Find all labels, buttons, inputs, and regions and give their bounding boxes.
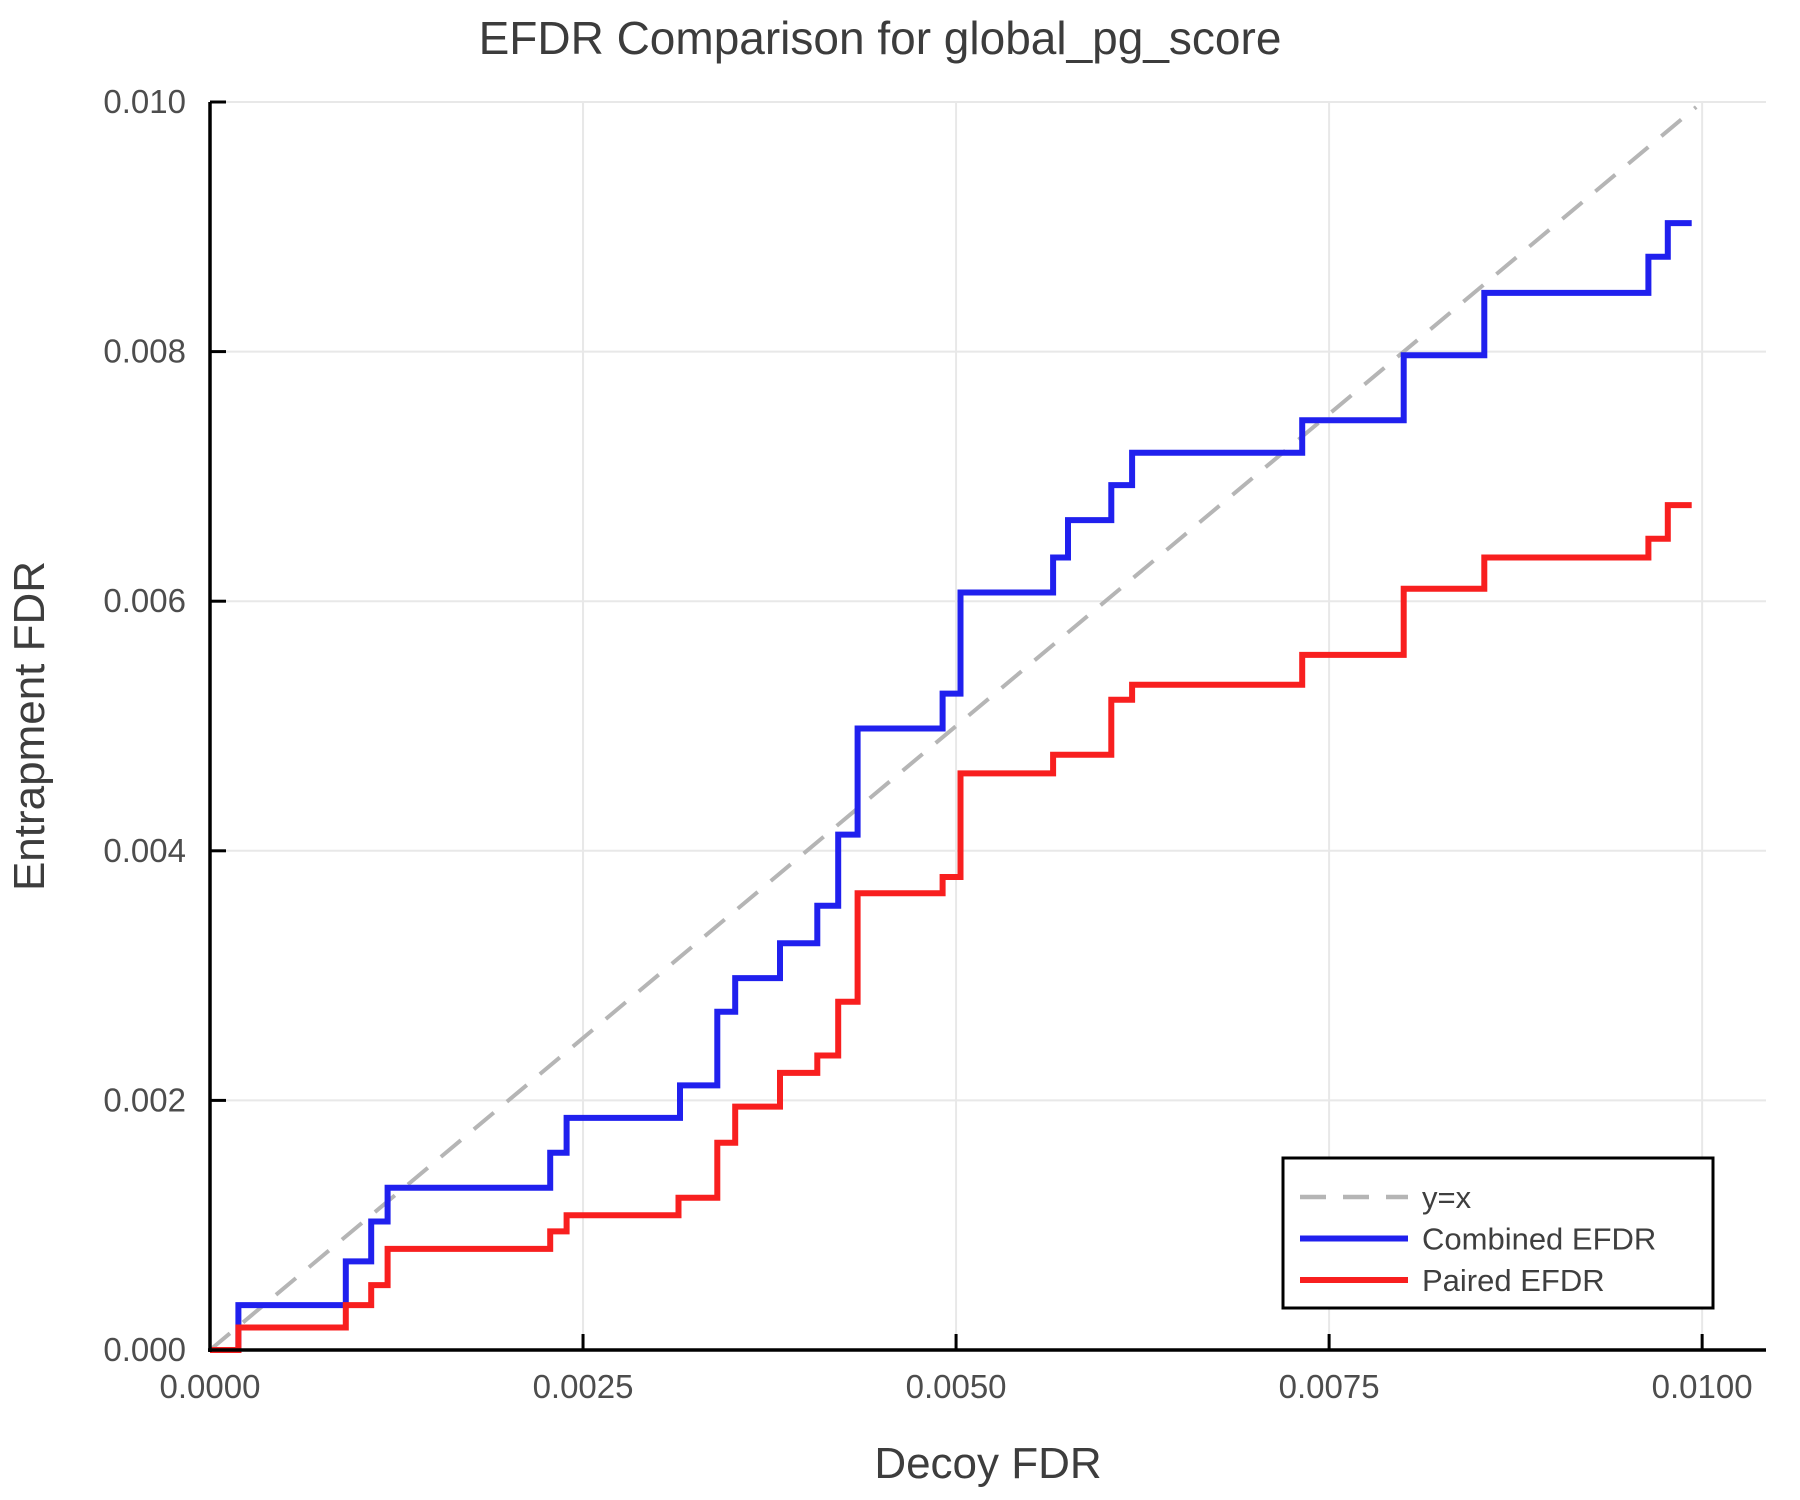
series-lines bbox=[208, 105, 1698, 1353]
y-tick-label: 0.004 bbox=[103, 832, 186, 869]
y-tick-label: 0.006 bbox=[103, 582, 186, 619]
legend: y=x Combined EFDR Paired EFDR bbox=[1281, 1156, 1715, 1310]
series-line-combined-efdr bbox=[210, 220, 1692, 1353]
x-tick-label: 0.0050 bbox=[906, 1368, 1007, 1405]
legend-label-paired-efdr: Paired EFDR bbox=[1422, 1263, 1605, 1298]
x-axis-label: Decoy FDR bbox=[874, 1439, 1101, 1488]
legend-label-combined-efdr: Combined EFDR bbox=[1422, 1222, 1656, 1257]
x-tick-label: 0.0100 bbox=[1652, 1368, 1753, 1405]
series-line-paired-efdr bbox=[210, 502, 1692, 1353]
x-tick-label: 0.0025 bbox=[533, 1368, 634, 1405]
x-tick-label: 0.0075 bbox=[1279, 1368, 1380, 1405]
y-tick-label: 0.010 bbox=[103, 83, 186, 120]
y-axis-label: Entrapment FDR bbox=[5, 561, 54, 891]
chart-title: EFDR Comparison for global_pg_score bbox=[479, 12, 1282, 64]
legend-label-y-x: y=x bbox=[1422, 1180, 1472, 1215]
y-tick-label: 0.002 bbox=[103, 1081, 186, 1118]
x-tick-label: 0.0000 bbox=[160, 1368, 261, 1405]
tick-labels: 0.0000 0.0025 0.0050 0.0075 0.0100 0.000 0.002… bbox=[103, 83, 1752, 1405]
axes bbox=[208, 100, 1766, 1352]
series-line-y-x bbox=[208, 105, 1698, 1352]
y-tick-label: 0.000 bbox=[103, 1331, 186, 1368]
y-tick-label: 0.008 bbox=[103, 333, 186, 370]
